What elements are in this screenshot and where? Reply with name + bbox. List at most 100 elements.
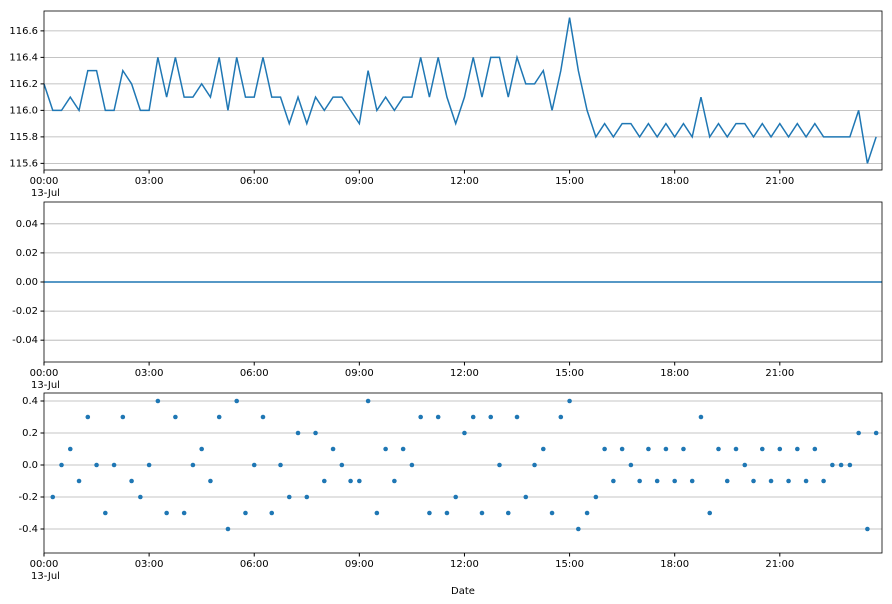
data-point — [532, 462, 537, 468]
data-point — [742, 462, 748, 468]
data-point — [523, 494, 529, 500]
data-point — [278, 462, 283, 468]
x-date-label: 13-Jul — [31, 380, 60, 391]
y-tick-label: 115.6 — [9, 158, 38, 169]
data-point — [111, 462, 117, 468]
data-point — [76, 478, 82, 484]
data-point — [628, 462, 634, 468]
y-tick-label: 0.4 — [22, 396, 38, 407]
data-point — [120, 414, 126, 420]
data-point — [619, 446, 625, 452]
data-point — [225, 526, 231, 532]
y-tick-label: 116.4 — [9, 52, 38, 63]
x-tick-label: 15:00 — [555, 368, 584, 379]
data-point — [67, 446, 73, 452]
plot-frame — [43, 10, 883, 171]
plot-frame — [43, 392, 883, 554]
data-point — [348, 478, 353, 484]
y-tick-label: 115.8 — [9, 132, 38, 143]
data-point — [803, 478, 809, 484]
data-point — [453, 494, 459, 500]
data-point — [59, 462, 64, 468]
data-point — [365, 398, 371, 404]
data-point — [260, 414, 266, 420]
data-point — [286, 494, 292, 500]
data-point — [505, 510, 511, 516]
data-point — [795, 446, 800, 452]
x-tick-label: 12:00 — [450, 176, 479, 187]
data-point — [138, 494, 143, 500]
x-tick-label: 06:00 — [240, 176, 269, 187]
data-point — [470, 414, 476, 420]
data-point — [540, 446, 546, 452]
y-tick-label: -0.4 — [18, 524, 38, 535]
y-tick-label: 116.2 — [9, 79, 38, 90]
data-point — [830, 462, 835, 468]
data-point — [821, 478, 826, 484]
data-point — [558, 414, 564, 420]
y-tick-label: 0.0 — [22, 460, 38, 471]
data-point — [567, 398, 572, 404]
data-point — [330, 446, 336, 452]
x-tick-label: 00:00 — [30, 559, 59, 570]
y-tick-label: 0.04 — [16, 219, 38, 230]
x-tick-label: 12:00 — [450, 368, 479, 379]
y-tick-label: -0.02 — [12, 306, 38, 317]
data-point — [199, 446, 204, 452]
data-point — [94, 462, 99, 468]
data-point — [313, 430, 318, 436]
data-point — [576, 526, 581, 532]
data-line — [43, 17, 877, 164]
data-point — [173, 414, 178, 420]
x-tick-label: 21:00 — [765, 368, 794, 379]
x-axis-label: Date — [451, 586, 475, 597]
x-tick-label: 18:00 — [660, 559, 689, 570]
data-point — [208, 478, 213, 484]
data-point — [611, 478, 616, 484]
data-point — [304, 494, 310, 500]
y-tick-label: 0.02 — [16, 248, 38, 259]
x-tick-label: 00:00 — [30, 368, 59, 379]
data-point — [672, 478, 677, 484]
x-tick-label: 15:00 — [555, 559, 584, 570]
x-tick-label: 03:00 — [135, 176, 164, 187]
y-tick-label: 0.00 — [16, 277, 38, 288]
data-point — [427, 510, 432, 516]
data-point — [295, 430, 301, 436]
data-point — [663, 446, 669, 452]
data-point — [497, 462, 502, 468]
data-point — [733, 446, 739, 452]
data-point — [392, 478, 397, 484]
data-point — [698, 414, 704, 420]
data-point — [243, 510, 248, 516]
data-point — [838, 462, 844, 468]
data-point — [865, 526, 870, 532]
data-point — [129, 478, 134, 484]
y-tick-label: -0.2 — [18, 492, 38, 503]
data-point — [103, 510, 108, 516]
data-point — [593, 494, 599, 500]
data-point — [716, 446, 721, 452]
data-point — [549, 510, 555, 516]
data-point — [724, 478, 730, 484]
data-point — [181, 510, 187, 516]
data-point — [322, 478, 327, 484]
y-tick-label: 116.6 — [9, 26, 38, 37]
data-point — [777, 446, 783, 452]
x-tick-label: 12:00 — [450, 559, 479, 570]
x-tick-label: 00:00 — [30, 176, 59, 187]
data-point — [269, 510, 275, 516]
x-tick-label: 09:00 — [345, 368, 374, 379]
y-tick-label: 0.2 — [22, 428, 38, 439]
data-point — [234, 398, 240, 404]
x-tick-label: 06:00 — [240, 559, 269, 570]
x-tick-label: 06:00 — [240, 368, 269, 379]
data-point — [488, 414, 494, 420]
data-point — [584, 510, 590, 516]
x-tick-label: 09:00 — [345, 559, 374, 570]
data-point — [251, 462, 257, 468]
data-point — [873, 430, 879, 436]
data-point — [654, 478, 660, 484]
data-point — [400, 446, 406, 452]
